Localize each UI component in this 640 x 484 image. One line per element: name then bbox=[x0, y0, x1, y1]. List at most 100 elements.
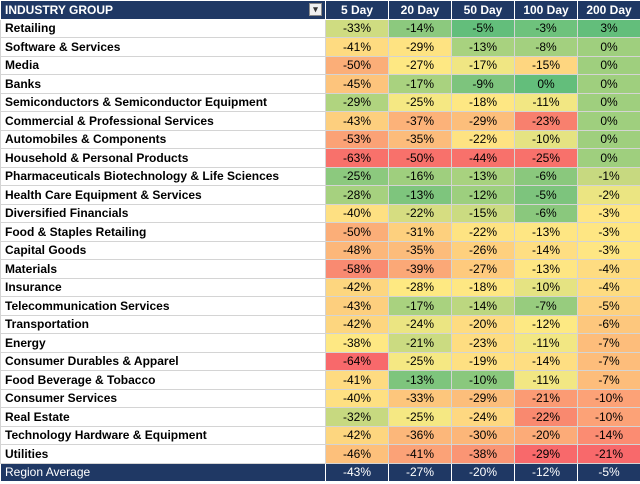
value-cell-200-day: 0% bbox=[577, 148, 640, 168]
region-average-row: Region Average -43% -27% -20% -12% -5% bbox=[0, 462, 640, 482]
table-row: Consumer Services -40% -33% -29% -21% -10% bbox=[0, 388, 640, 408]
value-cell-100-day: -20% bbox=[514, 425, 578, 445]
value-cell-100-day: -11% bbox=[514, 333, 578, 353]
industry-group-name: Transportation bbox=[0, 314, 326, 334]
table-row: Food Beverage & Tobacco -41% -13% -10% -11% -… bbox=[0, 370, 640, 390]
value-cell-100-day: -22% bbox=[514, 407, 578, 427]
region-average-100-day: -12% bbox=[514, 462, 578, 482]
value-cell-20-day: -39% bbox=[388, 259, 452, 279]
table-row: Energy -38% -21% -23% -11% -7% bbox=[0, 333, 640, 353]
value-cell-200-day: 0% bbox=[577, 129, 640, 149]
region-average-50-day: -20% bbox=[451, 462, 515, 482]
value-cell-50-day: -13% bbox=[451, 166, 515, 186]
value-cell-5-day: -38% bbox=[325, 333, 389, 353]
industry-group-name: Health Care Equipment & Services bbox=[0, 185, 326, 205]
value-cell-50-day: -5% bbox=[451, 18, 515, 38]
value-cell-5-day: -45% bbox=[325, 74, 389, 94]
industry-group-name: Consumer Durables & Apparel bbox=[0, 351, 326, 371]
value-cell-200-day: -14% bbox=[577, 425, 640, 445]
industry-group-name: Retailing bbox=[0, 18, 326, 38]
value-cell-50-day: -27% bbox=[451, 259, 515, 279]
table-row: Banks -45% -17% -9% 0% 0% bbox=[0, 74, 640, 94]
value-cell-20-day: -24% bbox=[388, 314, 452, 334]
value-cell-200-day: 3% bbox=[577, 18, 640, 38]
value-cell-20-day: -41% bbox=[388, 444, 452, 464]
industry-group-name: Real Estate bbox=[0, 407, 326, 427]
value-cell-100-day: -11% bbox=[514, 92, 578, 112]
value-cell-200-day: -5% bbox=[577, 296, 640, 316]
value-cell-200-day: 0% bbox=[577, 37, 640, 57]
value-cell-20-day: -50% bbox=[388, 148, 452, 168]
value-cell-50-day: -9% bbox=[451, 74, 515, 94]
table-row: Consumer Durables & Apparel -64% -25% -19% -… bbox=[0, 351, 640, 371]
value-cell-100-day: -3% bbox=[514, 18, 578, 38]
value-cell-100-day: -13% bbox=[514, 259, 578, 279]
value-cell-20-day: -25% bbox=[388, 407, 452, 427]
value-cell-50-day: -26% bbox=[451, 240, 515, 260]
table-row: Media -50% -27% -17% -15% 0% bbox=[0, 55, 640, 75]
value-cell-100-day: -10% bbox=[514, 277, 578, 297]
header-row: INDUSTRY GROUP ▾ 5 Day 20 Day 50 Day 100… bbox=[0, 0, 640, 20]
table-row: Household & Personal Products -63% -50% -44… bbox=[0, 148, 640, 168]
column-header-100-day: 100 Day bbox=[514, 0, 578, 20]
value-cell-50-day: -30% bbox=[451, 425, 515, 445]
filter-dropdown-icon[interactable]: ▾ bbox=[309, 3, 322, 16]
industry-group-name: Diversified Financials bbox=[0, 203, 326, 223]
industry-group-label: INDUSTRY GROUP bbox=[5, 2, 114, 17]
value-cell-200-day: -10% bbox=[577, 407, 640, 427]
value-cell-5-day: -25% bbox=[325, 166, 389, 186]
value-cell-100-day: -8% bbox=[514, 37, 578, 57]
table-row: Capital Goods -48% -35% -26% -14% -3% bbox=[0, 240, 640, 260]
value-cell-200-day: -7% bbox=[577, 351, 640, 371]
value-cell-5-day: -42% bbox=[325, 425, 389, 445]
industry-group-name: Materials bbox=[0, 259, 326, 279]
value-cell-20-day: -25% bbox=[388, 92, 452, 112]
value-cell-50-day: -19% bbox=[451, 351, 515, 371]
column-header-industry-group: INDUSTRY GROUP ▾ bbox=[0, 0, 326, 20]
value-cell-100-day: -21% bbox=[514, 388, 578, 408]
industry-group-name: Utilities bbox=[0, 444, 326, 464]
value-cell-5-day: -50% bbox=[325, 55, 389, 75]
value-cell-5-day: -33% bbox=[325, 18, 389, 38]
value-cell-20-day: -36% bbox=[388, 425, 452, 445]
value-cell-100-day: -29% bbox=[514, 444, 578, 464]
value-cell-100-day: -25% bbox=[514, 148, 578, 168]
value-cell-20-day: -16% bbox=[388, 166, 452, 186]
value-cell-5-day: -28% bbox=[325, 185, 389, 205]
table-row: Automobiles & Components -53% -35% -22% -10%… bbox=[0, 129, 640, 149]
value-cell-200-day: -3% bbox=[577, 203, 640, 223]
industry-group-name: Media bbox=[0, 55, 326, 75]
industry-group-name: Consumer Services bbox=[0, 388, 326, 408]
value-cell-200-day: 0% bbox=[577, 55, 640, 75]
value-cell-200-day: -21% bbox=[577, 444, 640, 464]
value-cell-20-day: -35% bbox=[388, 240, 452, 260]
value-cell-100-day: -10% bbox=[514, 129, 578, 149]
value-cell-20-day: -37% bbox=[388, 111, 452, 131]
table-row: Pharmaceuticals Biotechnology & Life Sci… bbox=[0, 166, 640, 186]
value-cell-5-day: -41% bbox=[325, 370, 389, 390]
value-cell-20-day: -35% bbox=[388, 129, 452, 149]
value-cell-50-day: -18% bbox=[451, 277, 515, 297]
value-cell-5-day: -63% bbox=[325, 148, 389, 168]
value-cell-100-day: -12% bbox=[514, 314, 578, 334]
value-cell-50-day: -17% bbox=[451, 55, 515, 75]
value-cell-200-day: -7% bbox=[577, 333, 640, 353]
industry-group-name: Banks bbox=[0, 74, 326, 94]
industry-group-name: Software & Services bbox=[0, 37, 326, 57]
value-cell-20-day: -21% bbox=[388, 333, 452, 353]
value-cell-5-day: -43% bbox=[325, 296, 389, 316]
industry-group-name: Semiconductors & Semiconductor Equipment bbox=[0, 92, 326, 112]
value-cell-5-day: -42% bbox=[325, 314, 389, 334]
value-cell-100-day: -13% bbox=[514, 222, 578, 242]
industry-group-name: Food & Staples Retailing bbox=[0, 222, 326, 242]
value-cell-20-day: -17% bbox=[388, 74, 452, 94]
table-row: Materials -58% -39% -27% -13% -4% bbox=[0, 259, 640, 279]
column-header-200-day: 200 Day bbox=[577, 0, 640, 20]
industry-group-name: Food Beverage & Tobacco bbox=[0, 370, 326, 390]
value-cell-5-day: -50% bbox=[325, 222, 389, 242]
value-cell-50-day: -24% bbox=[451, 407, 515, 427]
value-cell-20-day: -17% bbox=[388, 296, 452, 316]
value-cell-5-day: -42% bbox=[325, 277, 389, 297]
value-cell-50-day: -23% bbox=[451, 333, 515, 353]
value-cell-200-day: -6% bbox=[577, 314, 640, 334]
